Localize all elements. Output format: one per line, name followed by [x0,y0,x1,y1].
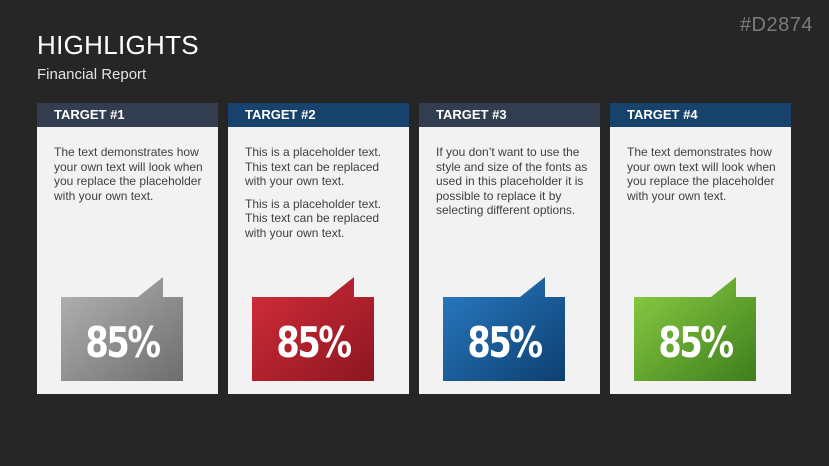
card-paragraph: This is a placeholder text. This text ca… [245,145,382,188]
target-card-4: TARGET #4 The text demonstrates how your… [610,103,791,394]
percent-value: 85% [85,318,161,367]
page-subtitle: Financial Report [37,66,147,83]
card-paragraph: The text demonstrates how your own text … [627,145,776,203]
value-badge: 85% [443,277,565,381]
card-header: TARGET #1 [37,103,218,127]
card-paragraph: This is a placeholder text. This text ca… [245,196,382,240]
percent-value: 85% [276,318,352,367]
card-header: TARGET #2 [228,103,409,127]
card-text: This is a placeholder text. This text ca… [228,127,409,240]
value-badge: 85% [61,277,183,381]
card-text: The text demonstrates how your own text … [37,127,218,203]
card-paragraph: If you don’t want to use the style and s… [436,145,588,217]
card-header: TARGET #4 [610,103,791,127]
percent-value: 85% [658,318,734,367]
speech-tag-shape [252,277,374,381]
slide-id: #D2874 [739,14,813,36]
card-header: TARGET #3 [419,103,600,127]
target-card-1: TARGET #1 The text demonstrates how your… [37,103,218,394]
target-card-2: TARGET #2 This is a placeholder text. Th… [228,103,409,394]
percent-value: 85% [467,318,543,367]
card-paragraph: The text demonstrates how your own text … [54,145,203,203]
card-text: If you don’t want to use the style and s… [419,127,600,218]
value-badge: 85% [252,277,374,381]
speech-tag-shape [443,277,565,381]
value-badge: 85% [634,277,756,381]
card-text: The text demonstrates how your own text … [610,127,791,203]
speech-tag-shape [634,277,756,381]
page-title: HIGHLIGHTS [37,30,199,60]
target-card-3: TARGET #3 If you don’t want to use the s… [419,103,600,394]
speech-tag-shape [61,277,183,381]
